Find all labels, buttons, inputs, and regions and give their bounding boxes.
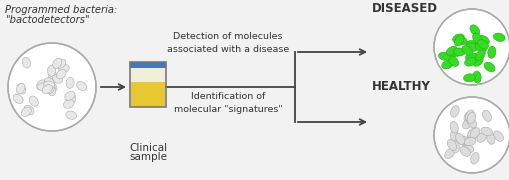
- Ellipse shape: [17, 84, 26, 94]
- Ellipse shape: [463, 137, 475, 146]
- Ellipse shape: [465, 110, 473, 122]
- Ellipse shape: [467, 128, 477, 138]
- Ellipse shape: [469, 128, 479, 138]
- Ellipse shape: [465, 40, 477, 49]
- Ellipse shape: [455, 133, 464, 144]
- Ellipse shape: [493, 131, 502, 141]
- Ellipse shape: [477, 36, 489, 45]
- Ellipse shape: [46, 83, 54, 94]
- Ellipse shape: [470, 152, 478, 164]
- Ellipse shape: [487, 46, 495, 58]
- Ellipse shape: [466, 112, 475, 124]
- Ellipse shape: [457, 136, 467, 146]
- Ellipse shape: [44, 78, 54, 87]
- Circle shape: [433, 97, 509, 173]
- Ellipse shape: [464, 57, 475, 66]
- Ellipse shape: [38, 83, 48, 91]
- Ellipse shape: [454, 37, 466, 45]
- Circle shape: [8, 43, 96, 131]
- Ellipse shape: [453, 48, 464, 56]
- Text: Clinical: Clinical: [129, 143, 167, 153]
- Ellipse shape: [445, 46, 457, 55]
- Ellipse shape: [447, 56, 458, 66]
- Ellipse shape: [465, 53, 476, 61]
- Ellipse shape: [461, 46, 472, 55]
- Ellipse shape: [52, 58, 62, 68]
- Ellipse shape: [469, 25, 479, 35]
- Ellipse shape: [452, 34, 463, 42]
- Ellipse shape: [441, 60, 453, 69]
- Ellipse shape: [24, 105, 34, 115]
- Ellipse shape: [444, 148, 454, 159]
- Ellipse shape: [65, 91, 75, 100]
- Ellipse shape: [449, 130, 458, 142]
- Polygon shape: [131, 82, 165, 107]
- Ellipse shape: [438, 52, 449, 60]
- Ellipse shape: [486, 132, 494, 144]
- Ellipse shape: [476, 132, 486, 142]
- Ellipse shape: [463, 112, 471, 124]
- Polygon shape: [131, 68, 165, 82]
- Ellipse shape: [483, 62, 494, 72]
- Ellipse shape: [459, 147, 469, 156]
- Circle shape: [433, 9, 509, 85]
- Ellipse shape: [449, 106, 458, 117]
- Ellipse shape: [459, 137, 470, 145]
- Ellipse shape: [55, 59, 66, 68]
- Ellipse shape: [474, 50, 484, 60]
- Ellipse shape: [47, 82, 57, 91]
- Ellipse shape: [454, 35, 463, 46]
- Ellipse shape: [480, 127, 492, 136]
- Ellipse shape: [66, 77, 74, 88]
- Polygon shape: [130, 62, 165, 68]
- Ellipse shape: [37, 80, 46, 90]
- Ellipse shape: [449, 122, 458, 133]
- Ellipse shape: [465, 43, 477, 51]
- Ellipse shape: [446, 139, 456, 150]
- Ellipse shape: [472, 33, 481, 44]
- Ellipse shape: [56, 69, 66, 79]
- Ellipse shape: [76, 81, 87, 91]
- Text: Identification of
molecular "signatures": Identification of molecular "signatures": [174, 92, 282, 114]
- Text: Programmed bacteria:: Programmed bacteria:: [5, 5, 117, 15]
- Ellipse shape: [461, 144, 473, 153]
- Ellipse shape: [476, 40, 488, 49]
- Ellipse shape: [52, 75, 63, 83]
- Ellipse shape: [66, 111, 76, 119]
- Ellipse shape: [466, 131, 476, 142]
- Ellipse shape: [449, 48, 461, 57]
- Ellipse shape: [30, 96, 38, 106]
- Ellipse shape: [482, 110, 491, 121]
- Ellipse shape: [474, 43, 486, 53]
- Ellipse shape: [492, 33, 504, 41]
- Ellipse shape: [462, 118, 472, 129]
- Ellipse shape: [472, 56, 482, 66]
- Ellipse shape: [13, 94, 23, 104]
- Ellipse shape: [68, 93, 75, 104]
- Ellipse shape: [64, 100, 74, 108]
- Ellipse shape: [58, 64, 69, 72]
- Text: Detection of molecules
associated with a disease: Detection of molecules associated with a…: [166, 32, 289, 53]
- Ellipse shape: [466, 117, 475, 128]
- Ellipse shape: [47, 66, 55, 76]
- Ellipse shape: [44, 81, 54, 89]
- Ellipse shape: [42, 85, 52, 94]
- Ellipse shape: [48, 72, 59, 81]
- Ellipse shape: [48, 85, 56, 96]
- Ellipse shape: [21, 107, 31, 116]
- Ellipse shape: [22, 57, 31, 68]
- Ellipse shape: [450, 141, 459, 153]
- Ellipse shape: [472, 71, 480, 83]
- Ellipse shape: [463, 74, 474, 82]
- Text: DISEASED: DISEASED: [371, 2, 437, 15]
- Text: sample: sample: [129, 152, 166, 162]
- Ellipse shape: [16, 83, 25, 94]
- Text: HEALTHY: HEALTHY: [371, 80, 430, 93]
- Text: "bactodetectors": "bactodetectors": [5, 15, 90, 25]
